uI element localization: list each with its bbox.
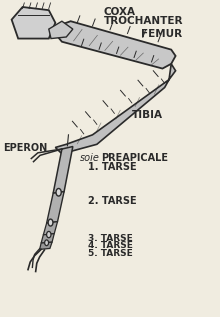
Polygon shape bbox=[49, 21, 73, 39]
Polygon shape bbox=[55, 21, 176, 68]
Text: 4. TARSE: 4. TARSE bbox=[88, 241, 133, 250]
Polygon shape bbox=[53, 146, 73, 193]
Circle shape bbox=[56, 189, 61, 196]
Circle shape bbox=[48, 219, 53, 226]
Text: soie: soie bbox=[79, 153, 99, 163]
Text: 2. TARSE: 2. TARSE bbox=[88, 196, 137, 206]
Polygon shape bbox=[40, 242, 52, 249]
Polygon shape bbox=[41, 234, 54, 243]
Text: PREAPICALE: PREAPICALE bbox=[101, 153, 168, 163]
Text: TIBIA: TIBIA bbox=[132, 110, 163, 120]
Text: 3. TARSE: 3. TARSE bbox=[88, 234, 133, 243]
Circle shape bbox=[47, 231, 51, 238]
Text: TROCHANTER: TROCHANTER bbox=[103, 16, 183, 26]
Circle shape bbox=[45, 240, 49, 246]
Text: 1. TARSE: 1. TARSE bbox=[88, 162, 137, 172]
Text: COXA: COXA bbox=[103, 7, 136, 17]
Polygon shape bbox=[12, 7, 55, 39]
Polygon shape bbox=[47, 192, 64, 223]
Text: EPERON: EPERON bbox=[3, 143, 47, 153]
Polygon shape bbox=[43, 222, 58, 235]
Text: 5. TARSE: 5. TARSE bbox=[88, 249, 133, 258]
Text: FEMUR: FEMUR bbox=[141, 29, 182, 39]
Polygon shape bbox=[55, 64, 176, 154]
